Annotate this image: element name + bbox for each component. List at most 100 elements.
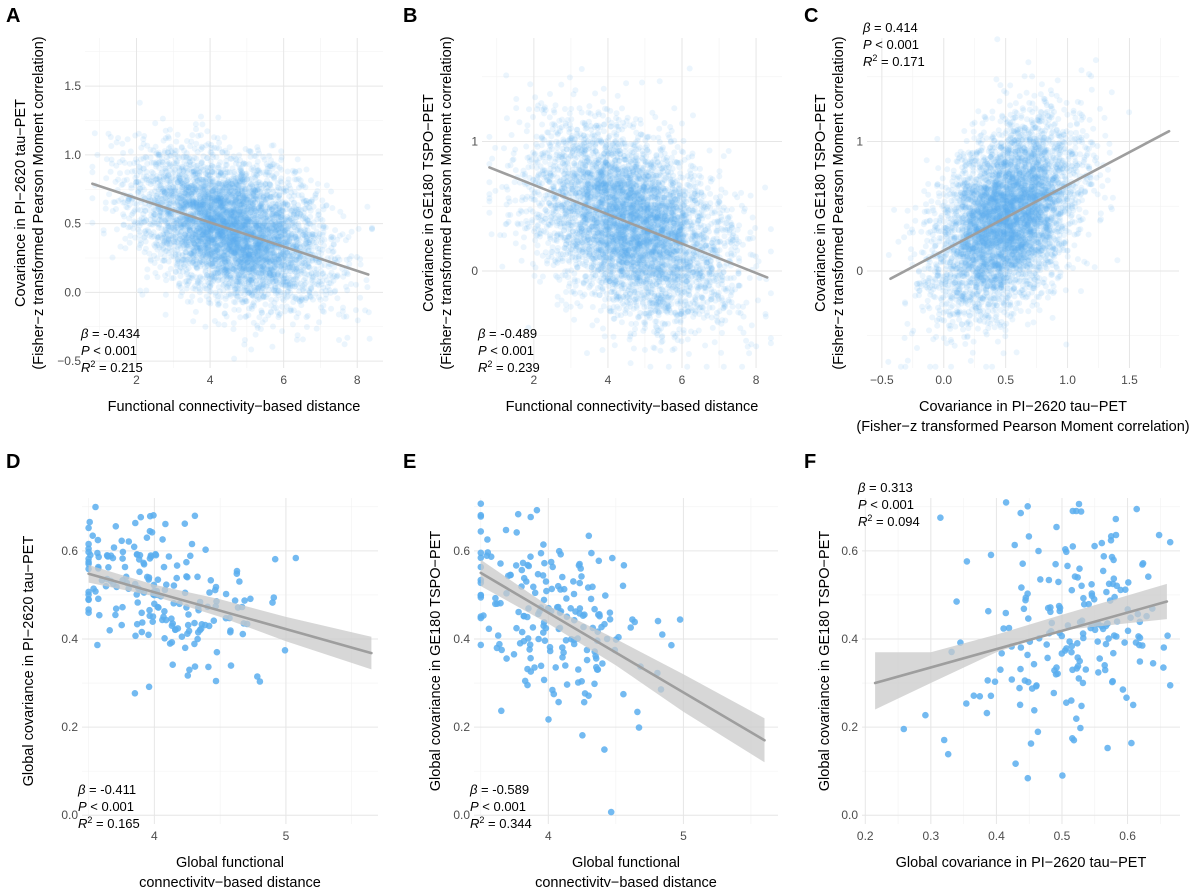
data-point [190,318,197,325]
data-point [234,190,241,197]
data-point [242,272,249,279]
data-point [291,224,298,231]
data-point [202,214,209,221]
data-point [218,229,225,236]
data-point [211,134,217,141]
data-point [209,179,216,186]
data-point [233,207,240,213]
data-point [309,280,316,287]
data-point [221,203,227,210]
data-point [274,235,281,242]
data-point [155,234,162,240]
data-point [277,223,284,230]
data-point [179,239,186,246]
data-point [190,237,197,244]
data-point [263,226,270,233]
data-point [179,289,186,296]
data-point [222,215,229,222]
data-point [238,296,245,303]
data-point [89,219,96,226]
data-point [212,292,219,299]
data-point [267,266,274,273]
data-point [176,268,183,274]
data-point [221,321,228,328]
data-point [280,200,287,207]
data-point [141,133,148,139]
data-point [162,217,169,224]
data-point [200,183,207,190]
data-point [223,182,230,189]
data-point [192,171,199,178]
data-point [219,188,226,194]
data-point [200,226,207,233]
data-point [228,230,235,237]
data-point [208,272,215,279]
data-point [319,197,326,204]
data-point [194,162,201,169]
data-point [220,287,227,294]
data-point [232,215,239,222]
data-point [202,193,208,200]
data-point [280,220,287,227]
data-point [188,245,195,252]
data-point [258,193,265,200]
data-point [230,190,237,197]
data-point [262,316,269,323]
data-point [302,297,309,303]
data-point [107,168,114,175]
data-point [221,310,228,317]
data-point [116,159,123,166]
data-point [277,224,284,231]
data-point [332,227,339,234]
data-point [243,235,250,242]
data-point [287,221,294,228]
data-point [296,298,303,305]
data-point [159,257,166,264]
data-point [264,184,271,191]
data-point [152,120,159,127]
data-point [264,224,271,231]
data-point [237,259,244,266]
data-point [289,321,296,328]
data-point [119,140,126,147]
data-point [254,281,261,288]
data-point [292,208,299,215]
data-point [354,254,360,260]
data-point [289,205,296,212]
data-point [199,232,206,239]
data-point [201,183,208,190]
data-point [190,285,197,292]
data-point [242,146,249,152]
data-point [194,206,201,213]
data-point [279,226,286,233]
data-point [230,326,237,333]
data-point [366,335,373,342]
data-point [269,266,276,273]
data-point [340,273,347,280]
data-point [274,256,281,263]
data-point [325,247,332,254]
data-point [194,149,201,155]
data-point [307,294,314,301]
data-point [292,176,298,183]
data-point [149,233,156,240]
data-point [206,207,213,214]
data-point [147,146,154,153]
data-point [291,199,298,206]
data-point [127,148,134,155]
data-point [354,317,361,324]
data-point [113,139,120,146]
data-point [102,199,109,206]
data-point [249,216,256,223]
data-point [223,221,230,227]
data-point [214,230,221,237]
data-point [162,311,169,318]
data-point [154,151,161,158]
data-point [186,278,193,285]
data-point [245,279,252,286]
data-point [202,182,209,189]
data-point [334,295,341,302]
data-point [290,299,297,305]
data-point [163,190,170,197]
data-point [231,306,238,313]
